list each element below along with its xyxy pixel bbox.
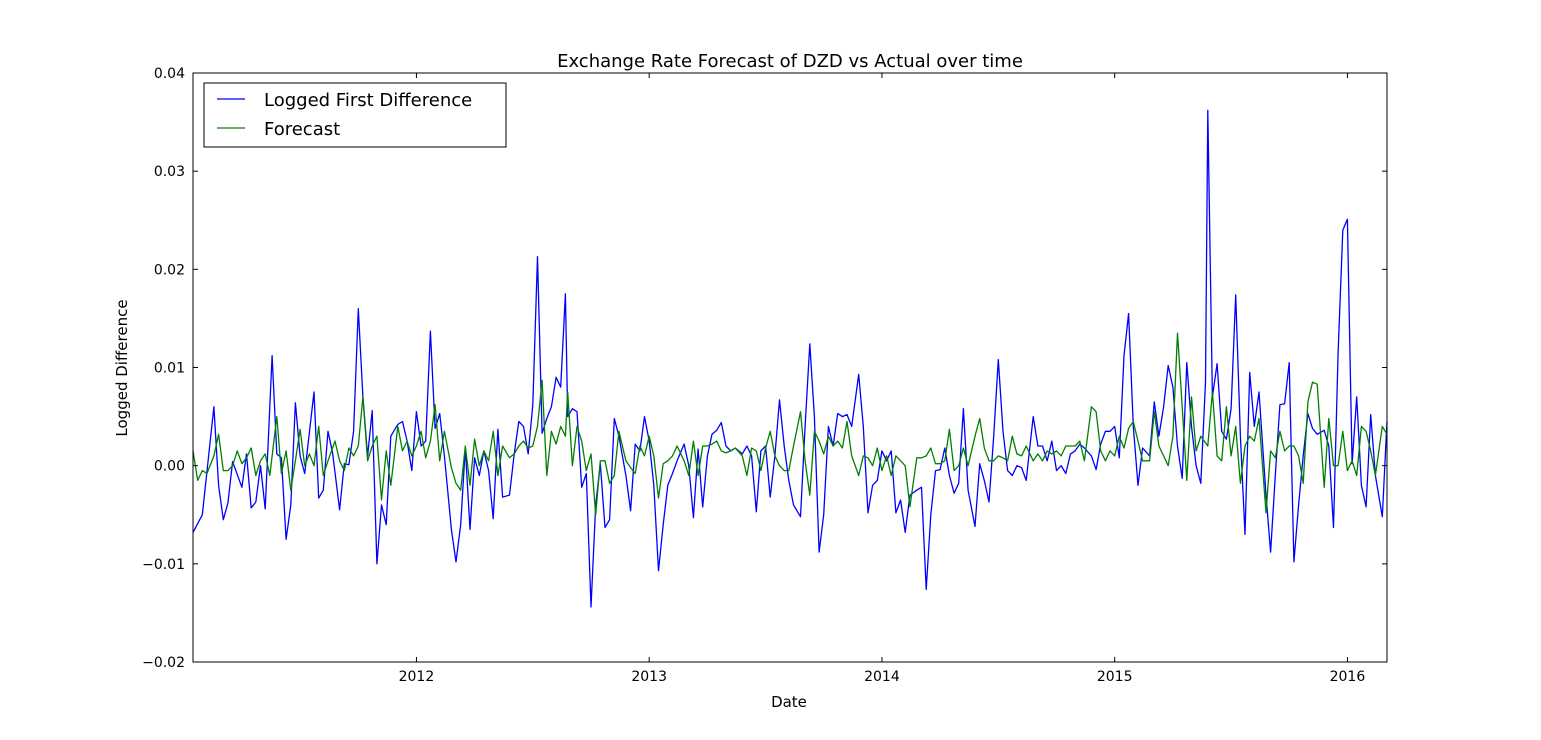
- x-tick-label: 2013: [631, 669, 667, 685]
- y-tick-label: 0.01: [154, 361, 185, 377]
- y-axis-label: Logged Difference: [113, 299, 131, 436]
- series-line-forecast: [192, 332, 1388, 516]
- tick-layer: −0.02 −0.01 0.00 0.01 0.02 0.03 0.04 2012 2013 20…: [142, 66, 1387, 685]
- y-tick-label: 0.02: [154, 262, 185, 278]
- x-tick-label: 2016: [1330, 669, 1366, 685]
- series-layer: [192, 109, 1388, 608]
- y-tick-label: 0.03: [154, 164, 185, 180]
- legend-label: Forecast: [264, 119, 340, 140]
- plot-area: −0.02 −0.01 0.00 0.01 0.02 0.03 0.04 2012 2013 20…: [142, 66, 1388, 685]
- x-tick-label: 2015: [1097, 669, 1133, 685]
- y-tick-label: −0.01: [142, 557, 185, 573]
- legend-label: Logged First Difference: [264, 90, 472, 111]
- legend-box: [203, 82, 507, 148]
- x-tick-label: 2012: [399, 669, 435, 685]
- series-line-logged-first-difference: [192, 109, 1388, 608]
- x-tick-label: 2014: [864, 669, 900, 685]
- legend: Logged First Difference Forecast: [203, 82, 507, 148]
- y-tick-label: 0.00: [154, 459, 185, 475]
- y-tick-label: 0.04: [154, 66, 185, 82]
- y-tick-label: −0.02: [142, 655, 185, 671]
- chart-title: Exchange Rate Forecast of DZD vs Actual …: [557, 51, 1023, 72]
- x-axis-label: Date: [771, 693, 807, 711]
